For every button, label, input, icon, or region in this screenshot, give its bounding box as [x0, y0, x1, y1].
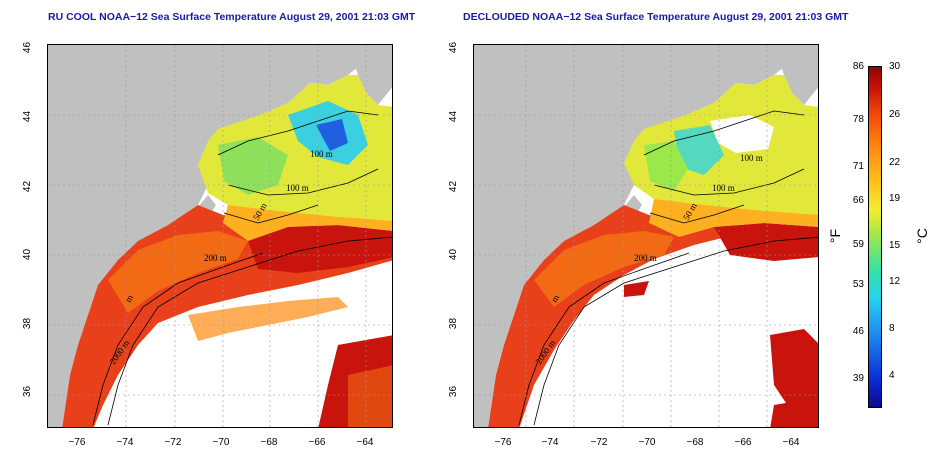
fahrenheit-tick: 53: [852, 279, 864, 290]
celsius-tick: 8: [889, 323, 895, 334]
nova-scotia: [774, 45, 818, 105]
isobath-contour: [653, 168, 805, 196]
lat-tick: 40: [22, 248, 34, 261]
lat-tick: 36: [448, 385, 460, 398]
fahrenheit-tick: 59: [852, 239, 864, 250]
lat-tick: 36: [22, 385, 34, 398]
contour-label: 200 m: [634, 253, 657, 263]
nova-scotia: [348, 45, 392, 105]
left-map-canvas: 100 m 100 m 50 m 200 m 2000 m m: [48, 45, 392, 427]
cloud-gap: [710, 115, 774, 153]
lon-tick: −76: [494, 437, 512, 448]
lat-tick: 44: [448, 110, 460, 123]
warm-southeast: [770, 329, 818, 415]
slope-water: [223, 205, 392, 241]
warm-shelf-water: [488, 205, 734, 427]
shelf-edge-water: [108, 231, 248, 313]
graticule: [474, 45, 818, 427]
lat-tick: 44: [22, 110, 34, 123]
left-sst-map: 100 m 100 m 50 m 200 m 2000 m m: [47, 44, 393, 428]
lat-tick: 42: [22, 180, 34, 193]
fahrenheit-unit-label: °F: [827, 228, 844, 244]
southeast-edge: [348, 365, 392, 427]
lon-tick: −72: [590, 437, 608, 448]
isobath-contour: [643, 110, 805, 156]
celsius-tick: 15: [889, 240, 901, 251]
celsius-unit-label: °C: [913, 228, 930, 244]
fahrenheit-tick: 78: [852, 114, 864, 125]
fahrenheit-tick: 46: [852, 326, 864, 337]
right-sst-map: 100 m 100 m 50 m 200 m 2000 m m: [473, 44, 819, 428]
contour-label: 100 m: [286, 183, 309, 193]
celsius-tick: 22: [889, 157, 901, 168]
right-map-title: DECLOUDED NOAA−12 Sea Surface Temperatur…: [463, 11, 849, 23]
land-mass: [48, 45, 392, 427]
contour-label: 200 m: [204, 253, 227, 263]
contour-label: m: [549, 293, 561, 304]
isobath-contour: [649, 204, 745, 224]
lon-tick: −66: [308, 437, 326, 448]
lon-tick: −74: [116, 437, 134, 448]
celsius-tick: 19: [889, 193, 901, 204]
fahrenheit-tick: 66: [852, 195, 864, 206]
fahrenheit-tick: 39: [852, 373, 864, 384]
left-map-title: RU COOL NOAA−12 Sea Surface Temperature …: [48, 11, 416, 23]
lon-tick: −72: [164, 437, 182, 448]
celsius-tick: 26: [889, 109, 901, 120]
isobath-contour: [223, 204, 319, 224]
isobath-contour: [227, 168, 379, 196]
lon-tick: −64: [356, 437, 374, 448]
green-transition: [218, 137, 288, 195]
lon-tick: −64: [782, 437, 800, 448]
isobath-contour: [217, 110, 379, 156]
slope-water: [649, 199, 818, 237]
lon-tick: −68: [686, 437, 704, 448]
lat-tick: 40: [448, 248, 460, 261]
isobath-contour: [107, 236, 392, 426]
cloud-speckle: [188, 297, 348, 341]
contour-label: 100 m: [310, 149, 333, 159]
lon-tick: −74: [541, 437, 559, 448]
land-mass: [474, 45, 818, 427]
gulf-stream-core: [714, 223, 818, 261]
green-transition: [644, 141, 688, 191]
lat-tick: 46: [448, 41, 460, 54]
contour-label: 100 m: [740, 153, 763, 163]
right-map-canvas: 100 m 100 m 50 m 200 m 2000 m m: [474, 45, 818, 427]
isobath-contour: [518, 252, 690, 426]
contour-label: 100 m: [712, 183, 735, 193]
lat-tick: 42: [448, 180, 460, 193]
lon-tick: −70: [212, 437, 230, 448]
celsius-tick: 4: [889, 370, 895, 381]
warm-south: [770, 397, 818, 427]
shelf-edge-water: [534, 231, 674, 307]
lat-tick: 46: [22, 41, 34, 54]
isobath-contour: [533, 236, 818, 426]
cold-water-core: [316, 119, 348, 151]
lon-tick: −66: [734, 437, 752, 448]
gulf-stream-core: [248, 225, 392, 273]
fahrenheit-tick: 71: [852, 161, 864, 172]
lon-tick: −76: [68, 437, 86, 448]
fahrenheit-tick: 86: [852, 61, 864, 72]
contour-label: m: [123, 293, 135, 304]
temperature-colorbar: [868, 66, 882, 408]
graticule: [48, 45, 392, 427]
lat-tick: 38: [22, 317, 34, 330]
celsius-tick: 30: [889, 61, 901, 72]
lat-tick: 38: [448, 317, 460, 330]
lon-tick: −70: [638, 437, 656, 448]
warm-eddy: [624, 281, 649, 297]
celsius-tick: 12: [889, 276, 901, 287]
lon-tick: −68: [260, 437, 278, 448]
